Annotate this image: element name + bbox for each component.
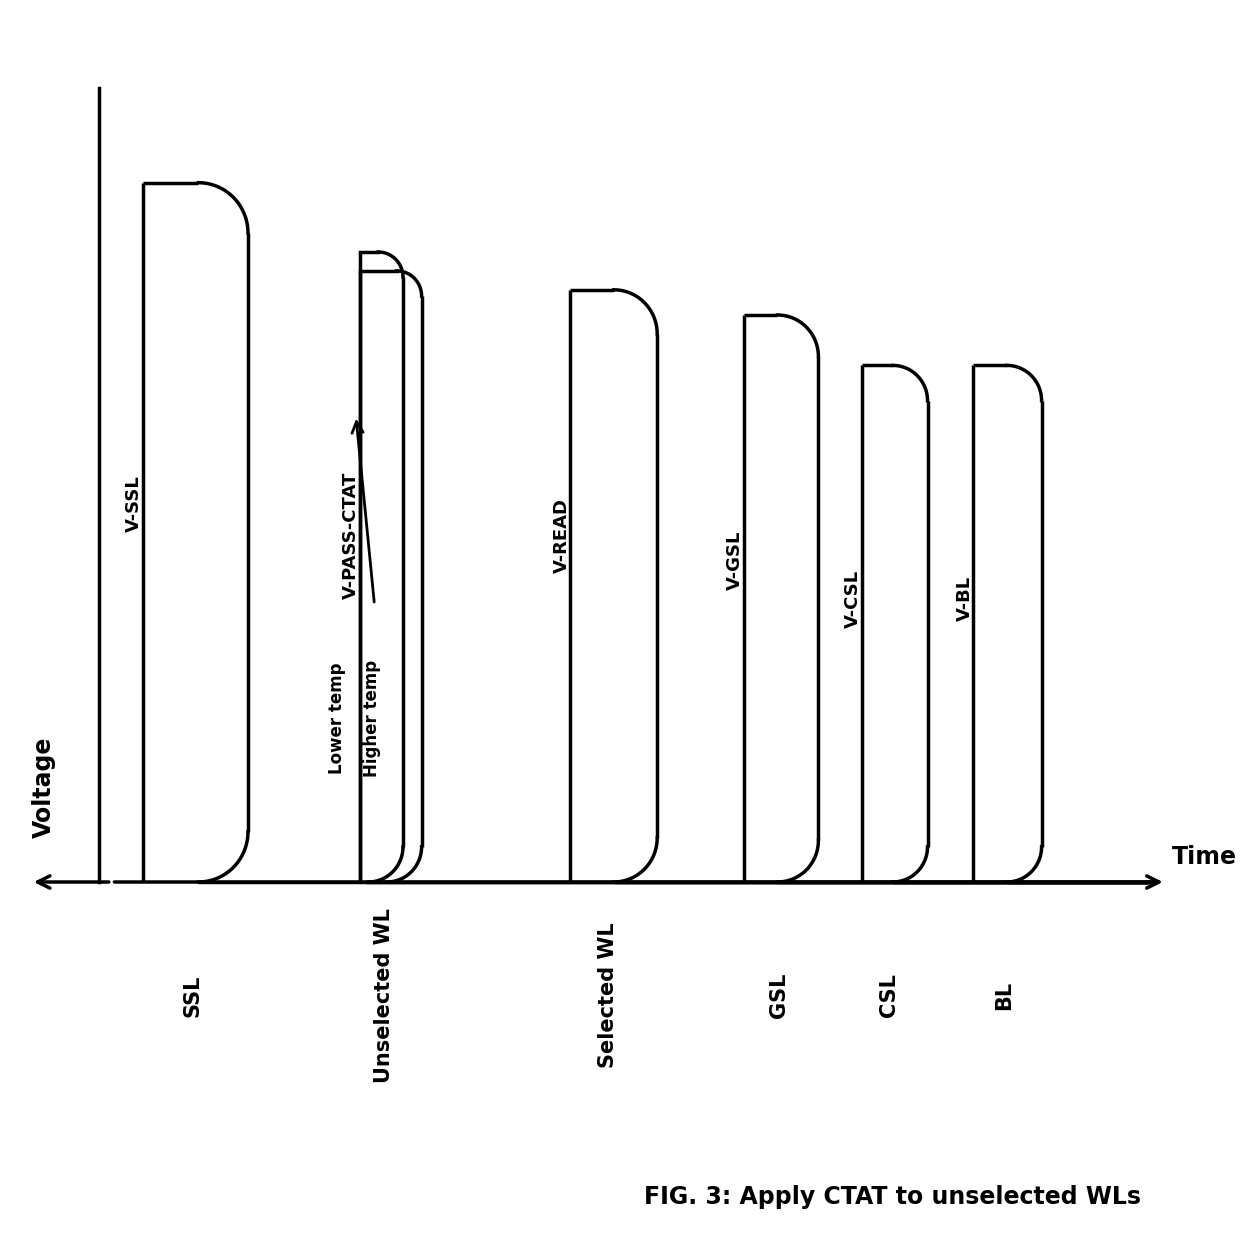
Text: V-SSL: V-SSL	[125, 475, 143, 533]
Text: V-READ: V-READ	[553, 498, 570, 573]
Text: FIG. 3: Apply CTAT to unselected WLs: FIG. 3: Apply CTAT to unselected WLs	[645, 1184, 1141, 1210]
Text: Unselected WL: Unselected WL	[374, 908, 394, 1082]
Text: V-GSL: V-GSL	[727, 530, 744, 591]
Text: CSL: CSL	[879, 974, 899, 1017]
Text: V-CSL: V-CSL	[844, 570, 862, 627]
Text: V-BL: V-BL	[956, 576, 973, 621]
Text: Voltage: Voltage	[31, 737, 56, 838]
Text: Higher temp: Higher temp	[363, 660, 381, 776]
Text: Lower temp: Lower temp	[329, 663, 346, 774]
Text: SSL: SSL	[182, 974, 202, 1017]
Text: V-PASS-CTAT: V-PASS-CTAT	[342, 471, 360, 600]
Text: GSL: GSL	[769, 973, 789, 1018]
Text: Time: Time	[1172, 845, 1236, 869]
Text: BL: BL	[994, 980, 1014, 1011]
Text: Selected WL: Selected WL	[598, 922, 618, 1068]
